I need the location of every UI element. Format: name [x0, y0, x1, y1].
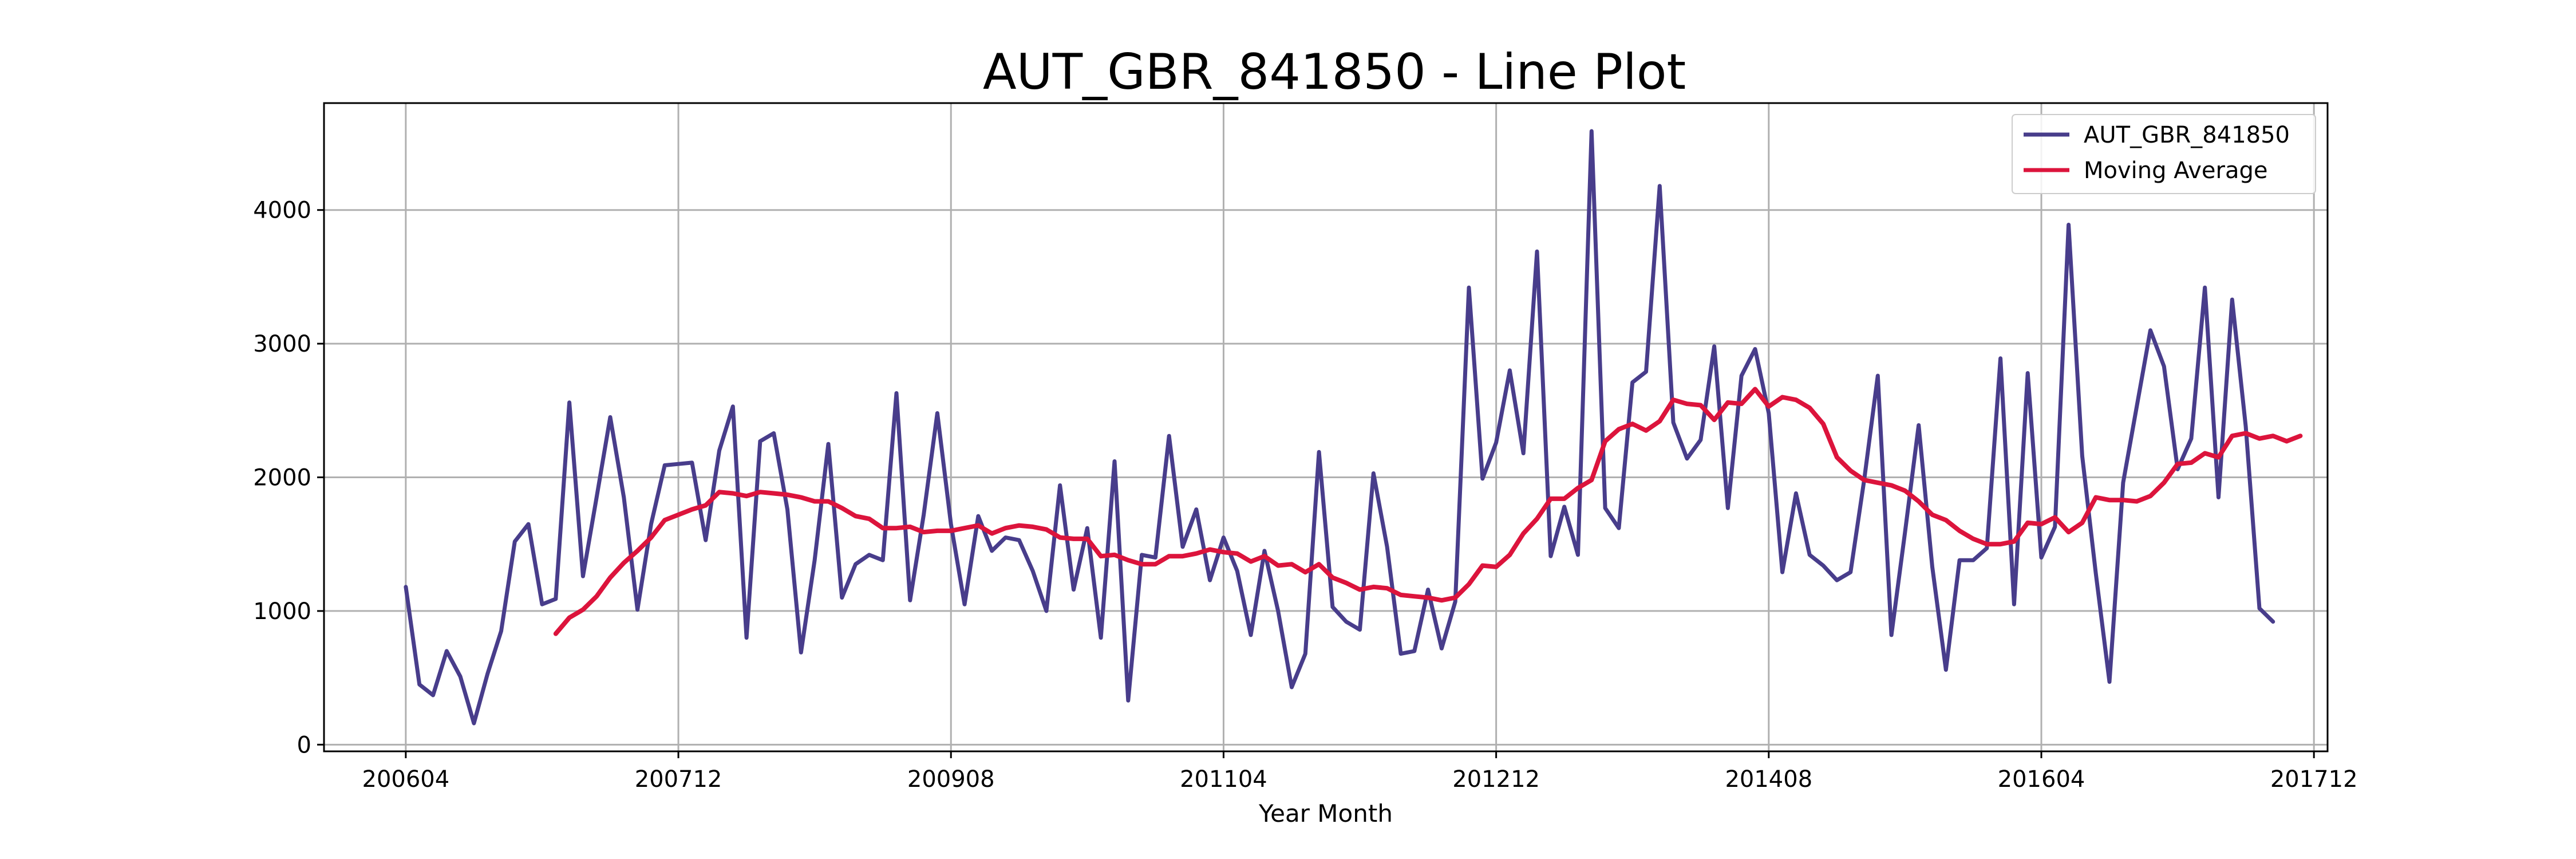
- x-tick-label: 200908: [907, 766, 995, 793]
- x-tick-label: 201604: [1998, 766, 2085, 793]
- legend-label-series-1: AUT_GBR_841850: [2084, 122, 2290, 148]
- x-axis: 200604 200712 200908 201104 201212 201408 2016…: [362, 751, 2358, 793]
- x-tick-label: 201104: [1180, 766, 1267, 793]
- plot-frame: [323, 102, 2329, 752]
- y-tick-label: 2000: [253, 465, 311, 491]
- x-tick-label: 200604: [362, 766, 450, 793]
- y-tick-label: 3000: [253, 331, 311, 357]
- y-axis: 0 1000 2000 3000 4000: [253, 198, 324, 758]
- chart-title: AUT_GBR_841850 - Line Plot: [983, 44, 1686, 101]
- series-line-2: [553, 387, 2303, 636]
- y-tick-label: 4000: [253, 198, 311, 224]
- legend-label-series-2: Moving Average: [2084, 157, 2267, 184]
- x-axis-label: Year Month: [1258, 799, 1393, 828]
- x-tick-label: 201212: [1452, 766, 1540, 793]
- y-tick-label: 1000: [253, 598, 311, 625]
- y-tick-label: 0: [297, 732, 311, 758]
- x-tick-label: 201712: [2270, 766, 2358, 793]
- series-line-1: [404, 129, 2275, 726]
- series-layer: [404, 129, 2303, 726]
- legend: AUT_GBR_841850 Moving Average: [2012, 114, 2316, 194]
- legend-box: [2012, 114, 2316, 194]
- x-tick-label: 200712: [635, 766, 722, 793]
- grid-lines: [324, 103, 2328, 751]
- x-tick-label: 201408: [1725, 766, 1812, 793]
